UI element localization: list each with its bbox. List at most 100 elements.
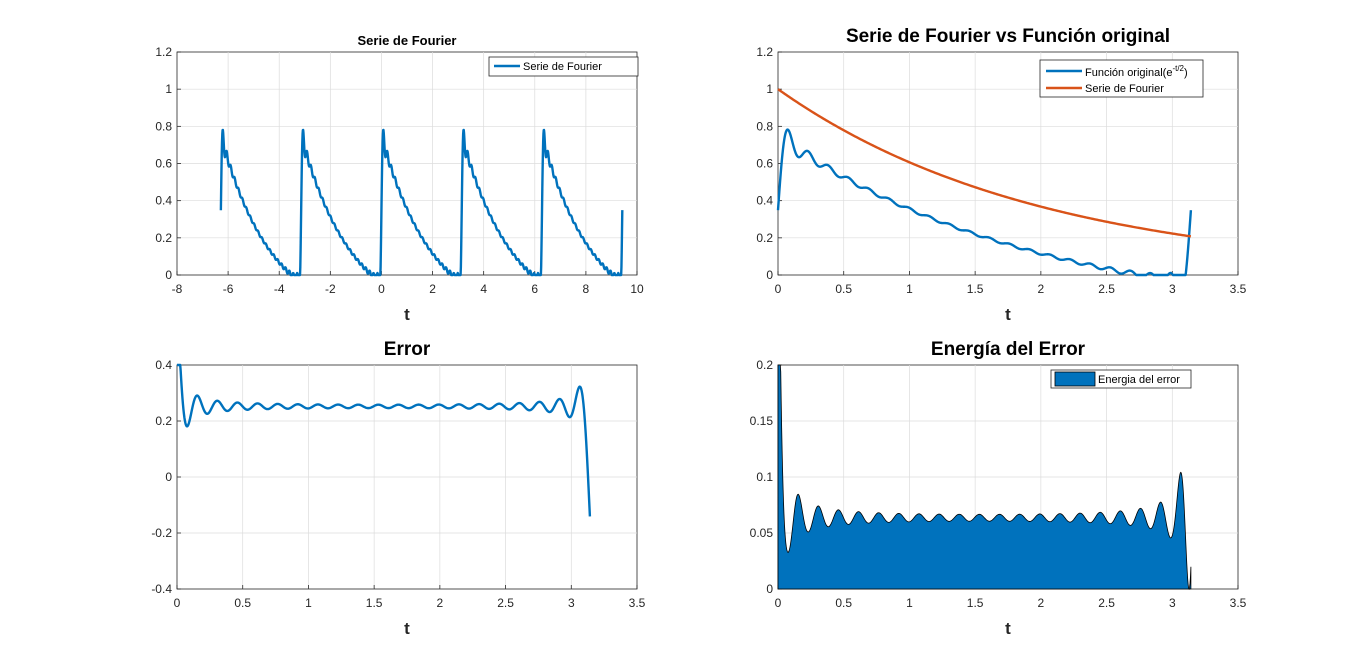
y-tick-label: 1 [766,82,773,96]
x-tick-label: 3.5 [1230,596,1247,610]
chart-title: Serie de Fourier [358,33,457,48]
legend-box [1039,59,1204,98]
legend-entry-exponent: -t/2 [1172,64,1184,73]
series-line-0 [176,363,592,517]
x-tick-label: 0.5 [835,596,852,610]
y-tick-label: 0.1 [756,470,773,484]
y-tick-label: 0.4 [155,358,172,372]
series-lines [776,88,1193,277]
x-tick-label: 2 [437,596,444,610]
x-tick-label: 3.5 [629,596,646,610]
series-lines [777,364,1192,591]
y-tick-label: 0.05 [750,526,774,540]
x-tick-label: 2.5 [497,596,514,610]
x-tick-label: 1.5 [967,596,984,610]
chart-title: Energía del Error [931,339,1086,360]
x-tick-label: 2.5 [1098,596,1115,610]
y-tick-label: -0.2 [151,526,172,540]
y-tick-label: 0.15 [750,414,774,428]
x-tick-label: 3 [568,596,575,610]
x-tick-label: 6 [531,282,538,296]
y-tick-label: 0 [766,582,773,596]
y-tick-label: 0.4 [756,194,773,208]
y-tick-label: 1.2 [155,45,172,59]
legend-swatch [1054,371,1096,387]
legend-entry-tail: ) [1184,67,1188,79]
y-tick-label: 0 [165,470,172,484]
x-tick-label: -6 [223,282,234,296]
x-tick-label: 0.5 [835,282,852,296]
legend-entry-base: Función original(e [1085,67,1172,79]
y-tick-label: 0.4 [155,194,172,208]
x-tick-label: 1 [906,282,913,296]
legend-entry: Serie de Fourier [1085,83,1164,95]
x-tick-label: 3.5 [1230,282,1247,296]
y-tick-label: 1.2 [756,45,773,59]
y-tick-label: 1 [165,82,172,96]
x-tick-labels: 0 0.5 1 1.5 2 2.5 3 3.5 [775,282,1247,296]
legend-entry: Energia del error [1098,374,1180,386]
x-tick-label: 3 [1169,282,1176,296]
x-tick-labels: 0 0.5 1 1.5 2 2.5 3 3.5 [174,596,646,610]
x-tick-label: 10 [630,282,644,296]
plot-energia-del-error: 0 0.5 1 1.5 2 2.5 3 3.5 0 0.05 0.1 0.15 0.2 Energía… [750,339,1247,638]
x-tick-label: 0 [174,596,181,610]
chart-title: Serie de Fourier vs Función original [846,26,1170,47]
grid-lines [777,51,1239,276]
y-tick-label: 0.8 [155,119,172,133]
y-tick-label: 0.2 [155,231,172,245]
legend: Función original(e-t/2) Serie de Fourier [1039,59,1204,98]
x-tick-label: 1 [906,596,913,610]
x-tick-label: 0 [378,282,385,296]
x-tick-label: 0.5 [234,596,251,610]
x-tick-label: 4 [480,282,487,296]
series-lines [219,128,624,277]
series-line-1 [777,88,1192,238]
x-tick-label: 3 [1169,596,1176,610]
x-tick-label: -4 [274,282,285,296]
y-tick-label: 0.6 [155,157,172,171]
y-tick-labels: 0 0.2 0.4 0.6 0.8 1 1.2 [756,45,773,282]
y-tick-label: 0.2 [756,358,773,372]
y-tick-labels: -0.4 -0.2 0 0.2 0.4 [151,358,172,596]
legend-entry: Función original(e-t/2) [1085,64,1188,79]
y-tick-label: 0.6 [756,157,773,171]
x-axis-label: t [1005,305,1011,324]
legend-entry: Serie de Fourier [523,61,602,73]
series-area [777,364,1192,591]
x-tick-label: 0 [775,282,782,296]
chart-title: Error [384,339,431,360]
x-tick-label: 0 [775,596,782,610]
x-axis-label: t [404,619,410,638]
x-tick-label: 2 [429,282,436,296]
y-tick-labels: 0 0.2 0.4 0.6 0.8 1 1.2 [155,45,172,282]
series-lines [176,363,592,517]
x-tick-labels: -8 -6 -4 -2 0 2 4 6 8 10 [172,282,644,296]
grid-lines [176,51,638,276]
y-tick-label: 0.2 [756,231,773,245]
y-tick-label: 0.8 [756,119,773,133]
legend: Serie de Fourier [488,56,639,77]
y-tick-labels: 0 0.05 0.1 0.15 0.2 [750,358,774,596]
x-tick-label: 1.5 [967,282,984,296]
plot-error: 0 0.5 1 1.5 2 2.5 3 3.5 -0.4 -0.2 0 0.2 0.4 Error t [151,339,645,638]
y-tick-label: -0.4 [151,582,172,596]
x-tick-label: -8 [172,282,183,296]
x-tick-label: 2 [1038,596,1045,610]
x-tick-label: 1.5 [366,596,383,610]
y-tick-label: 0 [165,268,172,282]
x-tick-label: 2.5 [1098,282,1115,296]
x-tick-label: -2 [325,282,336,296]
grid-lines [176,364,638,590]
x-tick-label: 1 [305,596,312,610]
legend-box [488,56,639,77]
plot-serie-de-fourier: -8 -6 -4 -2 0 2 4 6 8 10 0 0.2 0.4 0.6 0.8 1 1.2 Serie … [155,33,644,324]
x-axis-label: t [1005,619,1011,638]
x-tick-labels: 0 0.5 1 1.5 2 2.5 3 3.5 [775,596,1247,610]
series-line-0 [776,128,1193,277]
y-tick-label: 0.2 [155,414,172,428]
y-tick-label: 0 [766,268,773,282]
x-tick-label: 8 [583,282,590,296]
legend: Energia del error [1050,369,1192,389]
